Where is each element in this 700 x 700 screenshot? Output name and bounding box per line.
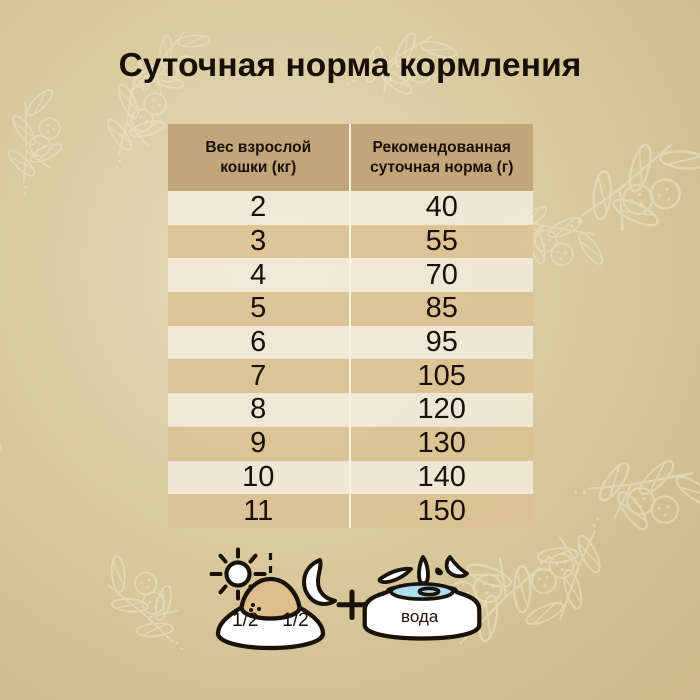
- svg-text:вода: вода: [401, 607, 439, 626]
- svg-text:1/2: 1/2: [232, 610, 258, 631]
- svg-text:1/2: 1/2: [282, 610, 308, 631]
